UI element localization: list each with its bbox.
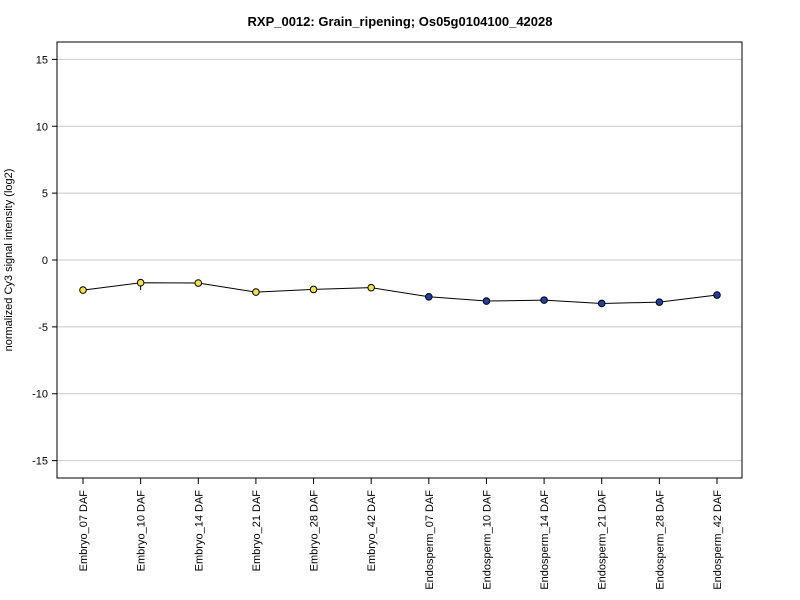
x-tick-label: Endosperm_07 DAF [424, 490, 436, 590]
x-tick-label: Embryo_14 DAF [193, 490, 205, 572]
y-tick-label: 10 [36, 121, 48, 133]
data-point [655, 298, 664, 306]
y-tick-label: 15 [36, 54, 48, 66]
data-point [79, 286, 87, 294]
data-point [425, 292, 433, 301]
plot-frame [56, 41, 743, 479]
y-tick-label: 5 [42, 188, 48, 200]
data-point [597, 299, 606, 308]
x-tick-label: Embryo_10 DAF [136, 490, 148, 572]
y-tick-label: -5 [38, 322, 48, 334]
x-tick-label: Embryo_21 DAF [251, 490, 263, 572]
data-point [713, 291, 721, 299]
y-tick-label: 0 [42, 255, 48, 267]
y-axis-label: normalized Cy3 signal intensity (log2) [3, 169, 15, 352]
x-tick-label: Endosperm_21 DAF [597, 490, 609, 590]
data-point [136, 278, 145, 287]
x-tick-label: Embryo_28 DAF [309, 490, 321, 572]
y-axis: 15 10 5 0 -5 -10 -15 [32, 54, 57, 468]
x-tick-label: Endosperm_10 DAF [481, 490, 493, 590]
data-point [309, 285, 318, 294]
chart-title: RXP_0012: Grain_ripening; Os05g0104100_4… [248, 14, 553, 29]
data-point [252, 288, 260, 296]
grid-lines [57, 58, 742, 462]
series [79, 278, 721, 308]
data-point [540, 296, 548, 304]
data-point [482, 297, 491, 305]
x-tick-label: Endosperm_28 DAF [654, 490, 666, 590]
x-tick-label: Embryo_07 DAF [78, 490, 90, 572]
y-tick-label: -15 [32, 456, 48, 468]
x-axis: Embryo_07 DAF Embryo_10 DAF Embryo_14 DAF E… [78, 478, 724, 590]
data-point [367, 283, 375, 292]
x-tick-label: Embryo_42 DAF [366, 490, 378, 572]
data-point [194, 279, 203, 287]
x-tick-label: Endosperm_14 DAF [539, 490, 551, 590]
x-tick-label: Endosperm_42 DAF [712, 490, 724, 590]
y-tick-label: -10 [32, 389, 48, 401]
series-line [82, 282, 718, 304]
